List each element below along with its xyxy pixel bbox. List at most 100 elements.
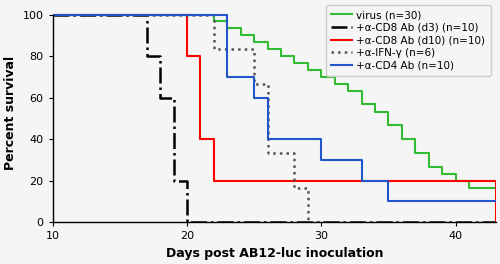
virus (n=30): [198, 13, 203, 16]
+α-CD4 Ab (n=10): [211, 13, 217, 16]
+α-CD8 Ab (d3) (n=10): [157, 54, 163, 58]
+α-IFN-γ (n=6): [211, 48, 217, 51]
virus (n=30): [466, 186, 472, 189]
virus (n=30): [426, 152, 432, 155]
virus (n=30): [305, 61, 311, 64]
+α-CD4 Ab (n=10): [264, 138, 270, 141]
+α-CD8 Ab (d3) (n=10): [144, 13, 150, 16]
Line: +α-IFN-γ (n=6): +α-IFN-γ (n=6): [53, 15, 496, 222]
+α-CD4 Ab (n=10): [358, 179, 364, 182]
+α-IFN-γ (n=6): [198, 13, 203, 16]
+α-CD8 Ab (d3) (n=10): [170, 179, 176, 182]
+α-CD4 Ab (n=10): [224, 13, 230, 16]
+α-CD8 Ab (d3) (n=10): [170, 96, 176, 99]
virus (n=30): [452, 172, 458, 176]
+α-IFN-γ (n=6): [251, 82, 257, 85]
virus (n=30): [251, 41, 257, 44]
virus (n=30): [345, 89, 351, 92]
+α-IFN-γ (n=6): [251, 48, 257, 51]
virus (n=30): [211, 13, 217, 16]
+α-CD8 Ab (d3) (n=10): [130, 13, 136, 16]
+α-CD4 Ab (n=10): [264, 96, 270, 99]
+α-IFN-γ (n=6): [211, 13, 217, 16]
+α-CD4 Ab (n=10): [386, 200, 392, 203]
virus (n=30): [439, 172, 445, 176]
virus (n=30): [332, 82, 338, 85]
virus (n=30): [452, 179, 458, 182]
Line: +α-CD8 Ab (d3) (n=10): +α-CD8 Ab (d3) (n=10): [53, 15, 496, 222]
virus (n=30): [493, 186, 499, 189]
virus (n=30): [439, 165, 445, 168]
+α-CD8 Ab (d10) (n=10): [170, 13, 176, 16]
virus (n=30): [238, 34, 244, 37]
virus (n=30): [224, 27, 230, 30]
virus (n=30): [372, 103, 378, 106]
+α-CD4 Ab (n=10): [224, 75, 230, 78]
virus (n=30): [466, 179, 472, 182]
+α-IFN-γ (n=6): [50, 13, 56, 16]
+α-CD8 Ab (d3) (n=10): [184, 179, 190, 182]
+α-CD8 Ab (d10) (n=10): [184, 13, 190, 16]
+α-CD8 Ab (d10) (n=10): [493, 179, 499, 182]
virus (n=30): [412, 152, 418, 155]
+α-IFN-γ (n=6): [292, 152, 298, 155]
Line: virus (n=30): virus (n=30): [53, 15, 496, 187]
+α-CD8 Ab (d3) (n=10): [50, 13, 56, 16]
Line: +α-CD4 Ab (n=10): +α-CD4 Ab (n=10): [53, 15, 496, 201]
virus (n=30): [224, 20, 230, 23]
virus (n=30): [318, 68, 324, 72]
+α-IFN-γ (n=6): [264, 152, 270, 155]
virus (n=30): [50, 13, 56, 16]
+α-CD8 Ab (d3) (n=10): [493, 221, 499, 224]
+α-CD4 Ab (n=10): [211, 13, 217, 16]
virus (n=30): [412, 138, 418, 141]
virus (n=30): [264, 48, 270, 51]
virus (n=30): [238, 27, 244, 30]
+α-CD4 Ab (n=10): [251, 96, 257, 99]
virus (n=30): [399, 138, 405, 141]
+α-CD8 Ab (d10) (n=10): [198, 138, 203, 141]
+α-CD8 Ab (d10) (n=10): [493, 221, 499, 224]
virus (n=30): [318, 75, 324, 78]
+α-IFN-γ (n=6): [264, 82, 270, 85]
virus (n=30): [278, 54, 284, 58]
+α-IFN-γ (n=6): [493, 221, 499, 224]
+α-IFN-γ (n=6): [292, 186, 298, 189]
+α-CD4 Ab (n=10): [493, 200, 499, 203]
+α-IFN-γ (n=6): [305, 221, 311, 224]
virus (n=30): [292, 61, 298, 64]
+α-CD8 Ab (d3) (n=10): [130, 13, 136, 16]
+α-CD4 Ab (n=10): [318, 158, 324, 162]
virus (n=30): [426, 165, 432, 168]
+α-CD8 Ab (d10) (n=10): [170, 13, 176, 16]
X-axis label: Days post AB12-luc inoculation: Days post AB12-luc inoculation: [166, 247, 383, 260]
virus (n=30): [264, 41, 270, 44]
virus (n=30): [358, 103, 364, 106]
virus (n=30): [332, 75, 338, 78]
virus (n=30): [493, 186, 499, 189]
+α-CD4 Ab (n=10): [386, 179, 392, 182]
+α-IFN-γ (n=6): [198, 13, 203, 16]
+α-CD8 Ab (d10) (n=10): [211, 138, 217, 141]
+α-CD8 Ab (d3) (n=10): [157, 96, 163, 99]
+α-CD8 Ab (d3) (n=10): [184, 221, 190, 224]
virus (n=30): [305, 68, 311, 72]
Line: +α-CD8 Ab (d10) (n=10): +α-CD8 Ab (d10) (n=10): [53, 15, 496, 222]
+α-CD8 Ab (d3) (n=10): [144, 54, 150, 58]
Y-axis label: Percent survival: Percent survival: [4, 56, 17, 170]
virus (n=30): [386, 110, 392, 113]
+α-CD8 Ab (d3) (n=10): [493, 221, 499, 224]
Legend: virus (n=30), +α-CD8 Ab (d3) (n=10), +α-CD8 Ab (d10) (n=10), +α-IFN-γ (n=6), +α-: virus (n=30), +α-CD8 Ab (d3) (n=10), +α-…: [326, 5, 490, 76]
virus (n=30): [386, 124, 392, 127]
+α-IFN-γ (n=6): [493, 221, 499, 224]
virus (n=30): [278, 48, 284, 51]
virus (n=30): [358, 89, 364, 92]
+α-CD8 Ab (d10) (n=10): [198, 54, 203, 58]
virus (n=30): [251, 34, 257, 37]
+α-CD4 Ab (n=10): [50, 13, 56, 16]
virus (n=30): [372, 110, 378, 113]
+α-CD4 Ab (n=10): [493, 200, 499, 203]
+α-CD4 Ab (n=10): [251, 75, 257, 78]
virus (n=30): [292, 54, 298, 58]
+α-CD4 Ab (n=10): [318, 138, 324, 141]
